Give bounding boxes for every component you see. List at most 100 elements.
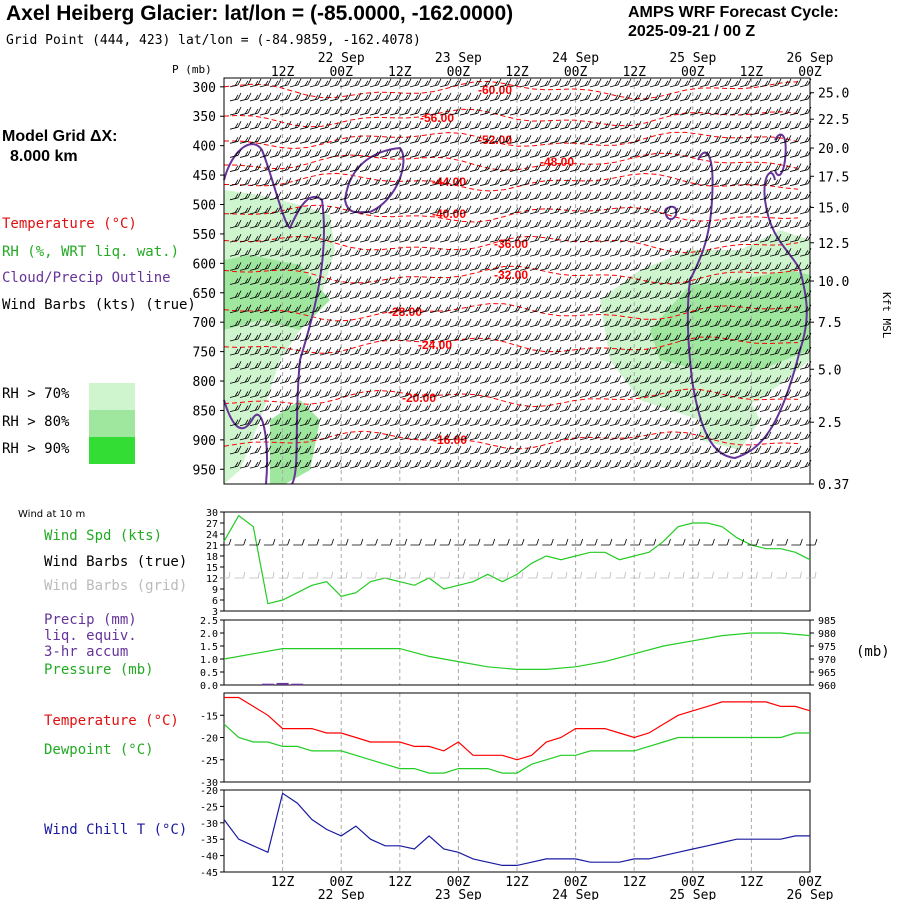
wind-barb	[529, 78, 542, 88]
wind-barb	[519, 219, 532, 229]
wind-barb	[289, 431, 302, 441]
wind-barb	[679, 248, 692, 257]
wind-barb	[429, 318, 442, 328]
wind-barb	[669, 219, 682, 229]
wind-barb	[489, 191, 502, 201]
wind-barb	[689, 346, 702, 356]
wind-barb	[449, 233, 462, 243]
wind-barb	[789, 233, 802, 243]
grid-wind-barb	[395, 571, 407, 579]
wind-barb	[269, 389, 282, 398]
wind-barb	[269, 318, 282, 328]
wind-barb	[559, 177, 572, 187]
wind-barb	[449, 403, 462, 413]
wind-barb	[249, 78, 262, 88]
wind-barb	[779, 304, 792, 314]
wind-barb	[409, 219, 422, 229]
wind-barb	[299, 191, 312, 201]
wind-barb	[539, 135, 552, 144]
wind-barb	[529, 177, 542, 187]
forecast-cycle: AMPS WRF Forecast Cycle: 2025-09-21 / 00…	[628, 3, 839, 41]
wind-barb	[509, 346, 522, 356]
wind-barb	[349, 149, 362, 158]
wind-barb	[619, 290, 632, 300]
wind-barb	[519, 106, 532, 116]
wind-barb	[529, 233, 542, 243]
wind-barb	[569, 219, 582, 229]
wind-barb	[709, 262, 722, 271]
wind-barb	[579, 417, 592, 427]
wind-barb	[679, 417, 692, 427]
wind-barb	[559, 332, 572, 342]
wind-barb	[669, 346, 682, 356]
wind-barb	[439, 191, 452, 201]
wind-barb	[539, 459, 552, 469]
precip-tick-label: 1.5	[200, 642, 218, 653]
wind-barb	[579, 149, 592, 158]
wind-barb	[739, 431, 752, 441]
wind-barb	[689, 135, 702, 144]
wind-barb	[799, 149, 812, 158]
height-tick-label: 5.0	[818, 363, 841, 378]
pressure-tick-label: 700	[193, 316, 216, 331]
wind-barb	[279, 149, 292, 158]
wind-barb	[379, 389, 392, 398]
wind-barb	[449, 304, 462, 314]
wind-barb	[289, 149, 302, 158]
wind-barb	[279, 163, 292, 172]
wind-barb	[499, 262, 512, 271]
wind-barb	[619, 191, 632, 201]
wind-barb	[759, 205, 772, 215]
wind-barb	[309, 445, 322, 455]
wind-barb	[389, 135, 402, 144]
wind-barb	[719, 318, 732, 328]
wind-barb	[589, 417, 602, 427]
wind-barb	[739, 248, 752, 257]
wind-barb	[769, 346, 782, 356]
wind-barb	[269, 304, 282, 314]
wind-barb	[259, 318, 272, 328]
wind-barb	[319, 121, 332, 130]
grid-wind-barb	[586, 571, 597, 579]
wind-barb	[519, 205, 532, 215]
wind-barb	[649, 248, 662, 257]
wind-barb	[769, 78, 782, 88]
wind-barb	[299, 121, 312, 130]
isotherm-label: -52.00	[478, 133, 512, 147]
wind-barb	[269, 219, 282, 229]
wind-barb	[769, 191, 782, 201]
wind-barb	[439, 205, 452, 215]
wind-barb	[289, 92, 302, 102]
wind-barb	[509, 106, 522, 116]
wind-barb	[479, 445, 492, 455]
surface-wind-barb	[337, 538, 349, 546]
wind-barb	[689, 445, 702, 455]
wind-barb	[559, 459, 572, 469]
wind-barb	[239, 417, 252, 427]
wind-barb	[789, 149, 802, 158]
wind-barb	[389, 233, 402, 243]
wind-barb	[549, 389, 562, 398]
wind-barb	[509, 361, 522, 370]
wind-barb	[369, 262, 382, 271]
wind-barb	[739, 445, 752, 455]
wind-barb	[479, 121, 492, 130]
wind-barb	[359, 417, 372, 427]
wind-barb	[729, 375, 742, 384]
wind-barb	[519, 375, 532, 384]
cloud-outline	[774, 133, 787, 177]
wind-barb	[629, 149, 642, 158]
wind-barb	[709, 361, 722, 370]
wind-barb	[399, 106, 412, 116]
wind-barb	[299, 106, 312, 116]
wind-barb	[459, 318, 472, 328]
wind-barb	[389, 304, 402, 314]
wind-barb	[279, 459, 292, 469]
grid-wind-barb	[600, 571, 612, 579]
wind-barb	[769, 163, 782, 172]
top-hour-label: 12Z	[622, 65, 646, 80]
grid-wind-barb	[513, 571, 524, 579]
wind-barb	[679, 459, 692, 469]
wind-barb	[649, 149, 662, 158]
wind-barb	[709, 346, 722, 356]
